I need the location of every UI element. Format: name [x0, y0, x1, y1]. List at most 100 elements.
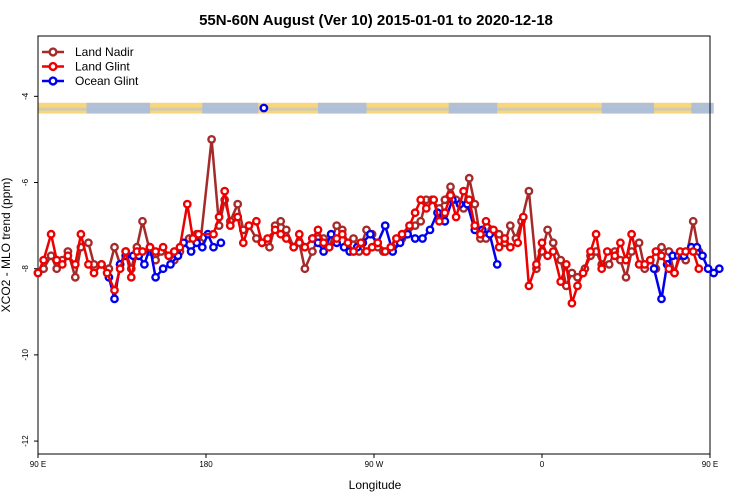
data-point [425, 225, 435, 235]
data-point [209, 242, 218, 252]
data-point [446, 182, 455, 192]
data-point [300, 242, 310, 252]
data-point [703, 264, 713, 274]
data-point [421, 203, 431, 213]
data-point [616, 238, 625, 248]
data-point [373, 238, 383, 248]
data-point [319, 238, 328, 248]
data-point [367, 242, 377, 252]
data-point [33, 268, 43, 278]
data-point [46, 251, 56, 261]
data-point [573, 281, 582, 291]
data-point [209, 229, 218, 239]
data-point [362, 247, 371, 256]
data-point [313, 225, 323, 235]
legend-label: Land Nadir [75, 45, 134, 59]
data-point [543, 251, 552, 261]
data-point [416, 216, 426, 226]
data-point [578, 268, 588, 278]
data-point [621, 255, 631, 265]
legend-label: Land Glint [75, 60, 130, 74]
data-point [121, 247, 131, 256]
x-tick-label: 90 E [702, 460, 718, 469]
data-point [52, 264, 62, 274]
data-point [164, 251, 174, 261]
y-tick-label: -10 [21, 349, 30, 361]
data-point [698, 251, 707, 261]
data-point [356, 238, 366, 248]
data-point [451, 212, 461, 222]
data-point [70, 259, 80, 269]
data-point [102, 268, 112, 278]
data-point [349, 247, 358, 256]
data-point [324, 242, 334, 252]
data-point [670, 268, 679, 278]
data-point [418, 234, 427, 243]
data-point [233, 212, 243, 222]
data-point [281, 225, 291, 235]
data-point [604, 259, 614, 269]
data-point [688, 247, 698, 256]
data-point [556, 277, 566, 286]
data-point [405, 221, 414, 231]
data-point [138, 216, 147, 226]
data-point [380, 221, 390, 231]
data-point [386, 242, 396, 252]
y-tick-label: -8 [21, 265, 30, 273]
data-point [343, 238, 353, 248]
data-point [543, 225, 552, 235]
data-point [46, 229, 56, 239]
data-point [416, 195, 426, 205]
data-point [634, 238, 644, 248]
data-point [429, 195, 439, 205]
data-point [434, 216, 444, 226]
data-point [640, 259, 650, 269]
plot-area [33, 103, 724, 308]
data-point [138, 247, 147, 256]
data-point [586, 247, 595, 256]
data-point [548, 247, 558, 256]
data-point [194, 229, 203, 239]
data-point [470, 221, 480, 231]
data-point [446, 190, 455, 200]
data-point [475, 229, 485, 239]
data-point [289, 242, 299, 252]
legend-marker [48, 61, 58, 72]
data-point [276, 216, 286, 226]
data-point [84, 238, 93, 248]
data-point [52, 255, 62, 265]
data-point [681, 247, 691, 256]
legend-marker [48, 76, 58, 86]
data-point [110, 242, 119, 252]
legend-label: Ocean Glint [75, 74, 139, 88]
x-tick-label: 90 E [30, 460, 46, 469]
data-point [532, 259, 541, 269]
data-point [440, 208, 450, 218]
data-point [39, 255, 48, 265]
data-point [556, 255, 566, 265]
data-point [126, 272, 136, 282]
data-point [492, 259, 502, 269]
data-point [518, 212, 528, 222]
data-point [225, 221, 235, 231]
data-point [337, 229, 347, 239]
data-point [688, 216, 698, 226]
data-point [263, 234, 272, 243]
data-point [397, 229, 407, 239]
data-point [139, 259, 149, 269]
data-point [76, 229, 86, 239]
data-point [410, 234, 420, 243]
data-point [233, 199, 243, 209]
x-axis: 90 E 180 90 W 0 90 E [30, 454, 718, 469]
y-tick-label: -6 [21, 178, 30, 186]
data-point [657, 251, 666, 261]
data-point [294, 229, 304, 239]
data-point [489, 225, 498, 235]
legend-marker [48, 47, 58, 57]
data-point [332, 234, 342, 243]
data-point [537, 238, 547, 248]
data-point [197, 242, 207, 252]
data-point [186, 247, 196, 256]
y-tick-label: -4 [21, 92, 30, 100]
